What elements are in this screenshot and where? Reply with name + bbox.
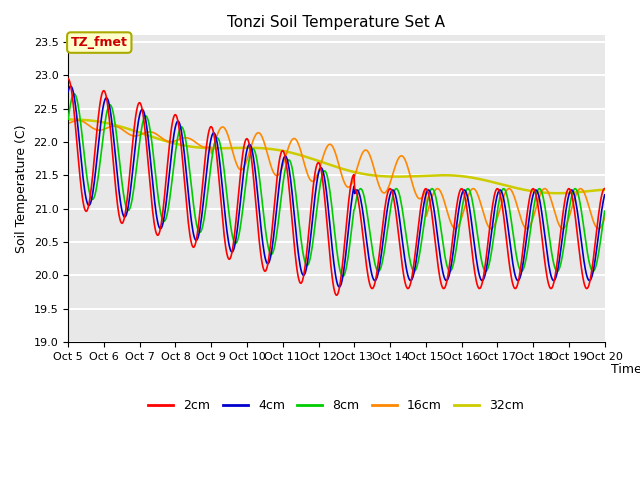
2cm	[184, 212, 191, 218]
8cm	[403, 239, 411, 245]
8cm	[75, 105, 83, 111]
32cm	[601, 187, 609, 192]
Line: 8cm: 8cm	[68, 94, 605, 276]
4cm	[67, 84, 74, 89]
16cm	[74, 118, 82, 123]
4cm	[419, 209, 426, 215]
Text: TZ_fmet: TZ_fmet	[71, 36, 128, 49]
8cm	[70, 91, 78, 97]
16cm	[601, 215, 609, 221]
Line: 4cm: 4cm	[68, 86, 605, 287]
2cm	[64, 76, 72, 82]
32cm	[401, 174, 409, 180]
4cm	[75, 131, 83, 137]
8cm	[130, 186, 138, 192]
4cm	[184, 190, 192, 196]
2cm	[129, 136, 137, 142]
32cm	[554, 191, 561, 196]
4cm	[213, 137, 221, 143]
8cm	[184, 156, 192, 162]
16cm	[75, 118, 83, 123]
32cm	[417, 173, 425, 179]
16cm	[64, 120, 72, 126]
2cm	[333, 292, 340, 298]
X-axis label: Time: Time	[611, 363, 640, 376]
Y-axis label: Soil Temperature (C): Soil Temperature (C)	[15, 124, 28, 253]
4cm	[335, 284, 343, 290]
4cm	[403, 268, 411, 274]
Legend: 2cm, 4cm, 8cm, 16cm, 32cm: 2cm, 4cm, 8cm, 16cm, 32cm	[143, 394, 529, 417]
2cm	[601, 186, 609, 192]
8cm	[64, 116, 72, 122]
Line: 32cm: 32cm	[68, 120, 605, 193]
32cm	[212, 145, 220, 151]
32cm	[184, 143, 191, 149]
2cm	[74, 151, 82, 156]
8cm	[213, 135, 221, 141]
8cm	[419, 231, 426, 237]
16cm	[130, 133, 138, 139]
2cm	[403, 283, 410, 289]
4cm	[64, 89, 72, 95]
4cm	[601, 192, 609, 198]
2cm	[418, 197, 426, 203]
8cm	[601, 208, 609, 214]
Line: 2cm: 2cm	[68, 79, 605, 295]
4cm	[130, 156, 138, 162]
16cm	[184, 135, 192, 141]
Line: 16cm: 16cm	[68, 120, 605, 228]
8cm	[339, 274, 347, 279]
16cm	[213, 134, 221, 140]
32cm	[64, 117, 72, 122]
16cm	[418, 194, 426, 200]
2cm	[212, 145, 220, 151]
16cm	[452, 226, 460, 231]
32cm	[74, 117, 82, 122]
32cm	[129, 128, 137, 133]
Title: Tonzi Soil Temperature Set A: Tonzi Soil Temperature Set A	[227, 15, 445, 30]
16cm	[403, 159, 410, 165]
